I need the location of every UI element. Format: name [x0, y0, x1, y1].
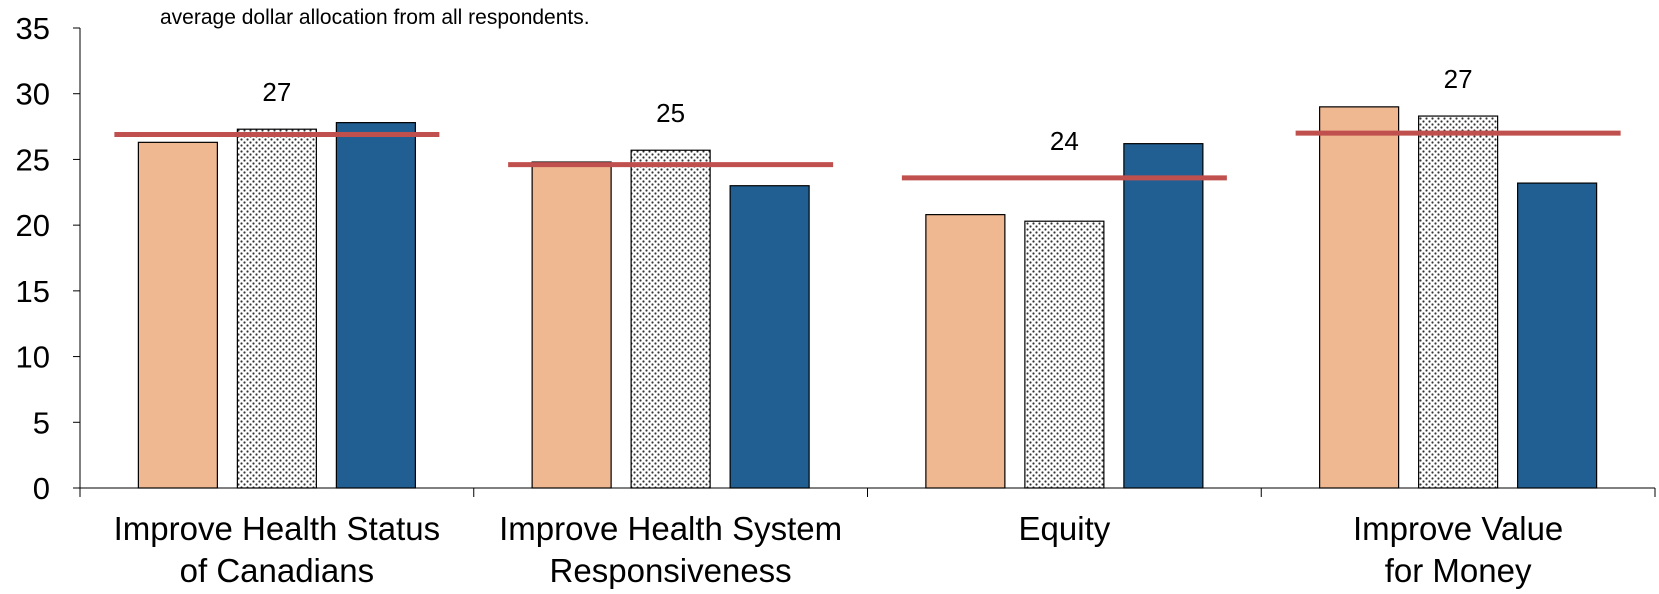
bar-series-1 [1319, 106, 1400, 489]
y-tick-label: 35 [16, 11, 50, 46]
y-tick-label: 25 [16, 142, 50, 177]
bar-series-3 [729, 185, 810, 489]
average-labels: 27 25 24 27 [262, 64, 1472, 156]
bar-series-2 [236, 128, 317, 489]
x-category-label: Improve Health System Responsiveness [499, 510, 842, 589]
chart-note: average dollar allocation from all respo… [160, 6, 590, 29]
x-category-label-line: of Canadians [180, 552, 374, 589]
y-tick-label: 5 [33, 405, 50, 440]
bar-series-3 [1123, 143, 1204, 489]
average-label: 25 [656, 98, 685, 128]
x-category-label: Improve Value for Money [1353, 510, 1563, 589]
bar-series-2 [1024, 220, 1105, 489]
x-category-label: Equity [1019, 510, 1111, 547]
x-category-label-line: Improve Value [1353, 510, 1563, 547]
y-tick-label: 20 [16, 208, 50, 243]
x-category-label-line: Improve Health Status [114, 510, 441, 547]
bar-series-3 [1517, 182, 1598, 489]
bars [137, 106, 1598, 489]
average-label: 27 [1444, 64, 1473, 94]
bar-series-2 [1418, 115, 1499, 489]
y-tick-label: 0 [33, 471, 50, 506]
bar-series-1 [137, 141, 218, 489]
x-axis: Improve Health Status of CanadiansImprove… [79, 487, 1656, 589]
x-category-label-line: Improve Health System [499, 510, 842, 547]
y-tick-label: 10 [16, 340, 50, 375]
y-axis: 0 5 10 15 20 25 30 35 [16, 11, 81, 506]
bar-series-3 [335, 122, 416, 489]
x-category-label-line: for Money [1385, 552, 1532, 589]
average-lines [114, 130, 1621, 181]
x-category-label-line: Equity [1019, 510, 1111, 547]
x-category-label-line: Responsiveness [550, 552, 792, 589]
average-label: 24 [1050, 126, 1079, 156]
bar-series-2 [630, 149, 711, 489]
average-label: 27 [262, 77, 291, 107]
y-tick-label: 30 [16, 77, 50, 112]
y-tick-label: 15 [16, 274, 50, 309]
x-category-label: Improve Health Status of Canadians [114, 510, 441, 589]
bar-series-1 [531, 161, 612, 489]
bar-series-1 [925, 214, 1006, 489]
